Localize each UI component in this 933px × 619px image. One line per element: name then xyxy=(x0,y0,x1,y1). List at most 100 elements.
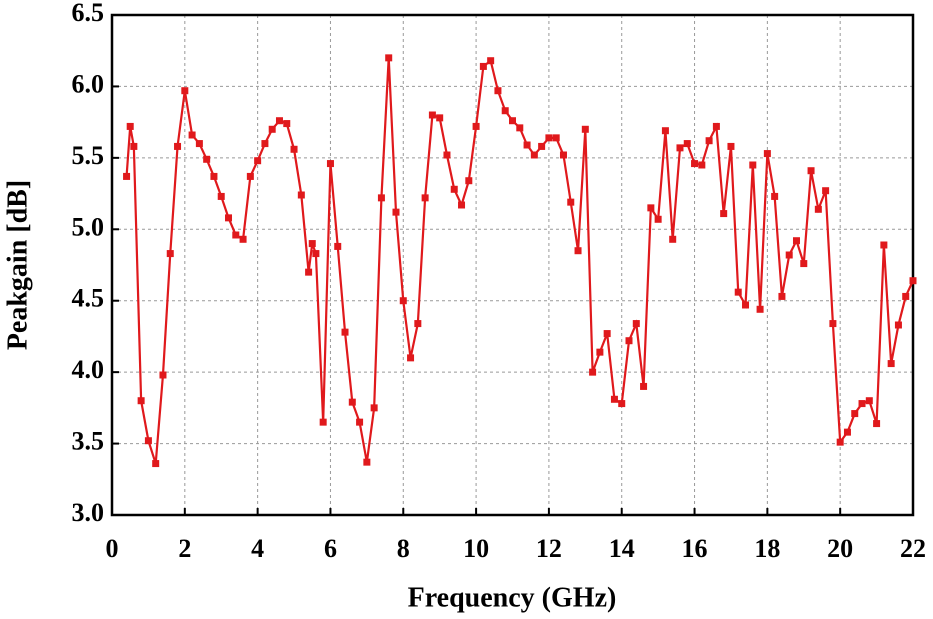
point-marker xyxy=(428,111,436,119)
point-marker xyxy=(174,142,182,150)
point-marker xyxy=(691,160,699,168)
series-line xyxy=(125,57,914,464)
point-marker xyxy=(195,140,203,148)
point-marker xyxy=(530,151,538,159)
point-marker xyxy=(487,57,495,65)
point-marker xyxy=(814,205,822,213)
point-marker xyxy=(705,137,713,145)
point-marker xyxy=(807,167,815,175)
point-marker xyxy=(632,320,640,328)
x-tick-label: 18 xyxy=(754,534,780,563)
point-marker xyxy=(188,131,196,139)
point-marker xyxy=(319,418,327,426)
point-marker xyxy=(203,155,211,163)
point-marker xyxy=(501,107,509,115)
point-marker xyxy=(581,125,589,133)
point-marker xyxy=(800,260,808,268)
point-marker xyxy=(843,428,851,436)
point-marker xyxy=(239,235,247,243)
point-marker xyxy=(858,400,866,408)
point-marker xyxy=(217,192,225,200)
point-marker xyxy=(443,151,451,159)
y-tick-label: 4.0 xyxy=(72,355,105,384)
point-marker xyxy=(414,320,422,328)
point-marker xyxy=(720,210,728,218)
point-marker xyxy=(305,268,313,276)
point-marker xyxy=(742,301,750,309)
point-marker xyxy=(625,337,633,345)
point-marker xyxy=(756,305,764,313)
point-marker xyxy=(647,204,655,212)
plot-frame xyxy=(110,13,915,517)
point-marker xyxy=(763,150,771,158)
point-marker xyxy=(421,194,429,202)
point-marker xyxy=(126,122,134,130)
point-marker xyxy=(902,292,910,300)
x-tick-label: 2 xyxy=(178,534,191,563)
point-marker xyxy=(181,87,189,95)
point-marker xyxy=(261,140,269,148)
point-marker xyxy=(778,292,786,300)
point-marker xyxy=(370,404,378,412)
y-tick-label: 5.0 xyxy=(72,212,105,241)
point-marker xyxy=(727,142,735,150)
point-marker xyxy=(676,144,684,152)
point-marker xyxy=(130,142,138,150)
point-marker xyxy=(246,172,254,180)
y-tick-label: 3.0 xyxy=(72,498,105,527)
point-marker xyxy=(792,237,800,245)
point-marker xyxy=(159,371,167,379)
point-marker xyxy=(465,177,473,185)
point-marker xyxy=(458,201,466,209)
point-marker xyxy=(123,172,131,180)
point-marker xyxy=(348,398,356,406)
x-axis-title: Frequency (GHz) xyxy=(408,582,617,613)
x-tick-label: 22 xyxy=(900,534,926,563)
point-marker xyxy=(254,157,262,165)
point-marker xyxy=(574,247,582,255)
point-marker xyxy=(698,161,706,169)
point-marker xyxy=(749,161,757,169)
point-marker xyxy=(873,420,881,428)
x-tick-label: 6 xyxy=(324,534,337,563)
y-tick-label: 6.5 xyxy=(72,0,105,27)
point-marker xyxy=(887,360,895,368)
point-marker xyxy=(232,231,240,239)
point-marker xyxy=(210,172,218,180)
y-tick-label: 5.5 xyxy=(72,141,105,170)
point-marker xyxy=(385,54,393,62)
point-marker xyxy=(275,117,283,125)
point-marker xyxy=(479,62,487,70)
point-marker xyxy=(137,397,145,405)
point-marker xyxy=(436,114,444,122)
point-marker xyxy=(712,122,720,130)
point-marker xyxy=(851,410,859,418)
point-marker xyxy=(603,330,611,338)
point-marker xyxy=(545,134,553,142)
point-marker xyxy=(596,348,604,356)
point-marker xyxy=(771,192,779,200)
point-marker xyxy=(377,194,385,202)
point-marker xyxy=(472,122,480,130)
point-marker xyxy=(822,187,830,195)
point-marker xyxy=(559,151,567,159)
point-marker xyxy=(312,250,320,258)
point-marker xyxy=(894,321,902,329)
point-marker xyxy=(538,142,546,150)
point-marker xyxy=(654,215,662,223)
x-tick-label: 10 xyxy=(463,534,489,563)
point-marker xyxy=(494,87,502,95)
point-marker xyxy=(618,400,626,408)
point-marker xyxy=(290,145,298,153)
y-axis-title: Peakgain [dB] xyxy=(2,180,33,350)
x-tick-label: 8 xyxy=(397,534,410,563)
point-marker xyxy=(516,124,524,132)
point-marker xyxy=(909,277,917,285)
point-marker xyxy=(509,117,516,125)
point-marker xyxy=(552,134,560,142)
x-tick-label: 12 xyxy=(536,534,562,563)
point-marker xyxy=(399,297,407,305)
point-marker xyxy=(407,354,415,362)
